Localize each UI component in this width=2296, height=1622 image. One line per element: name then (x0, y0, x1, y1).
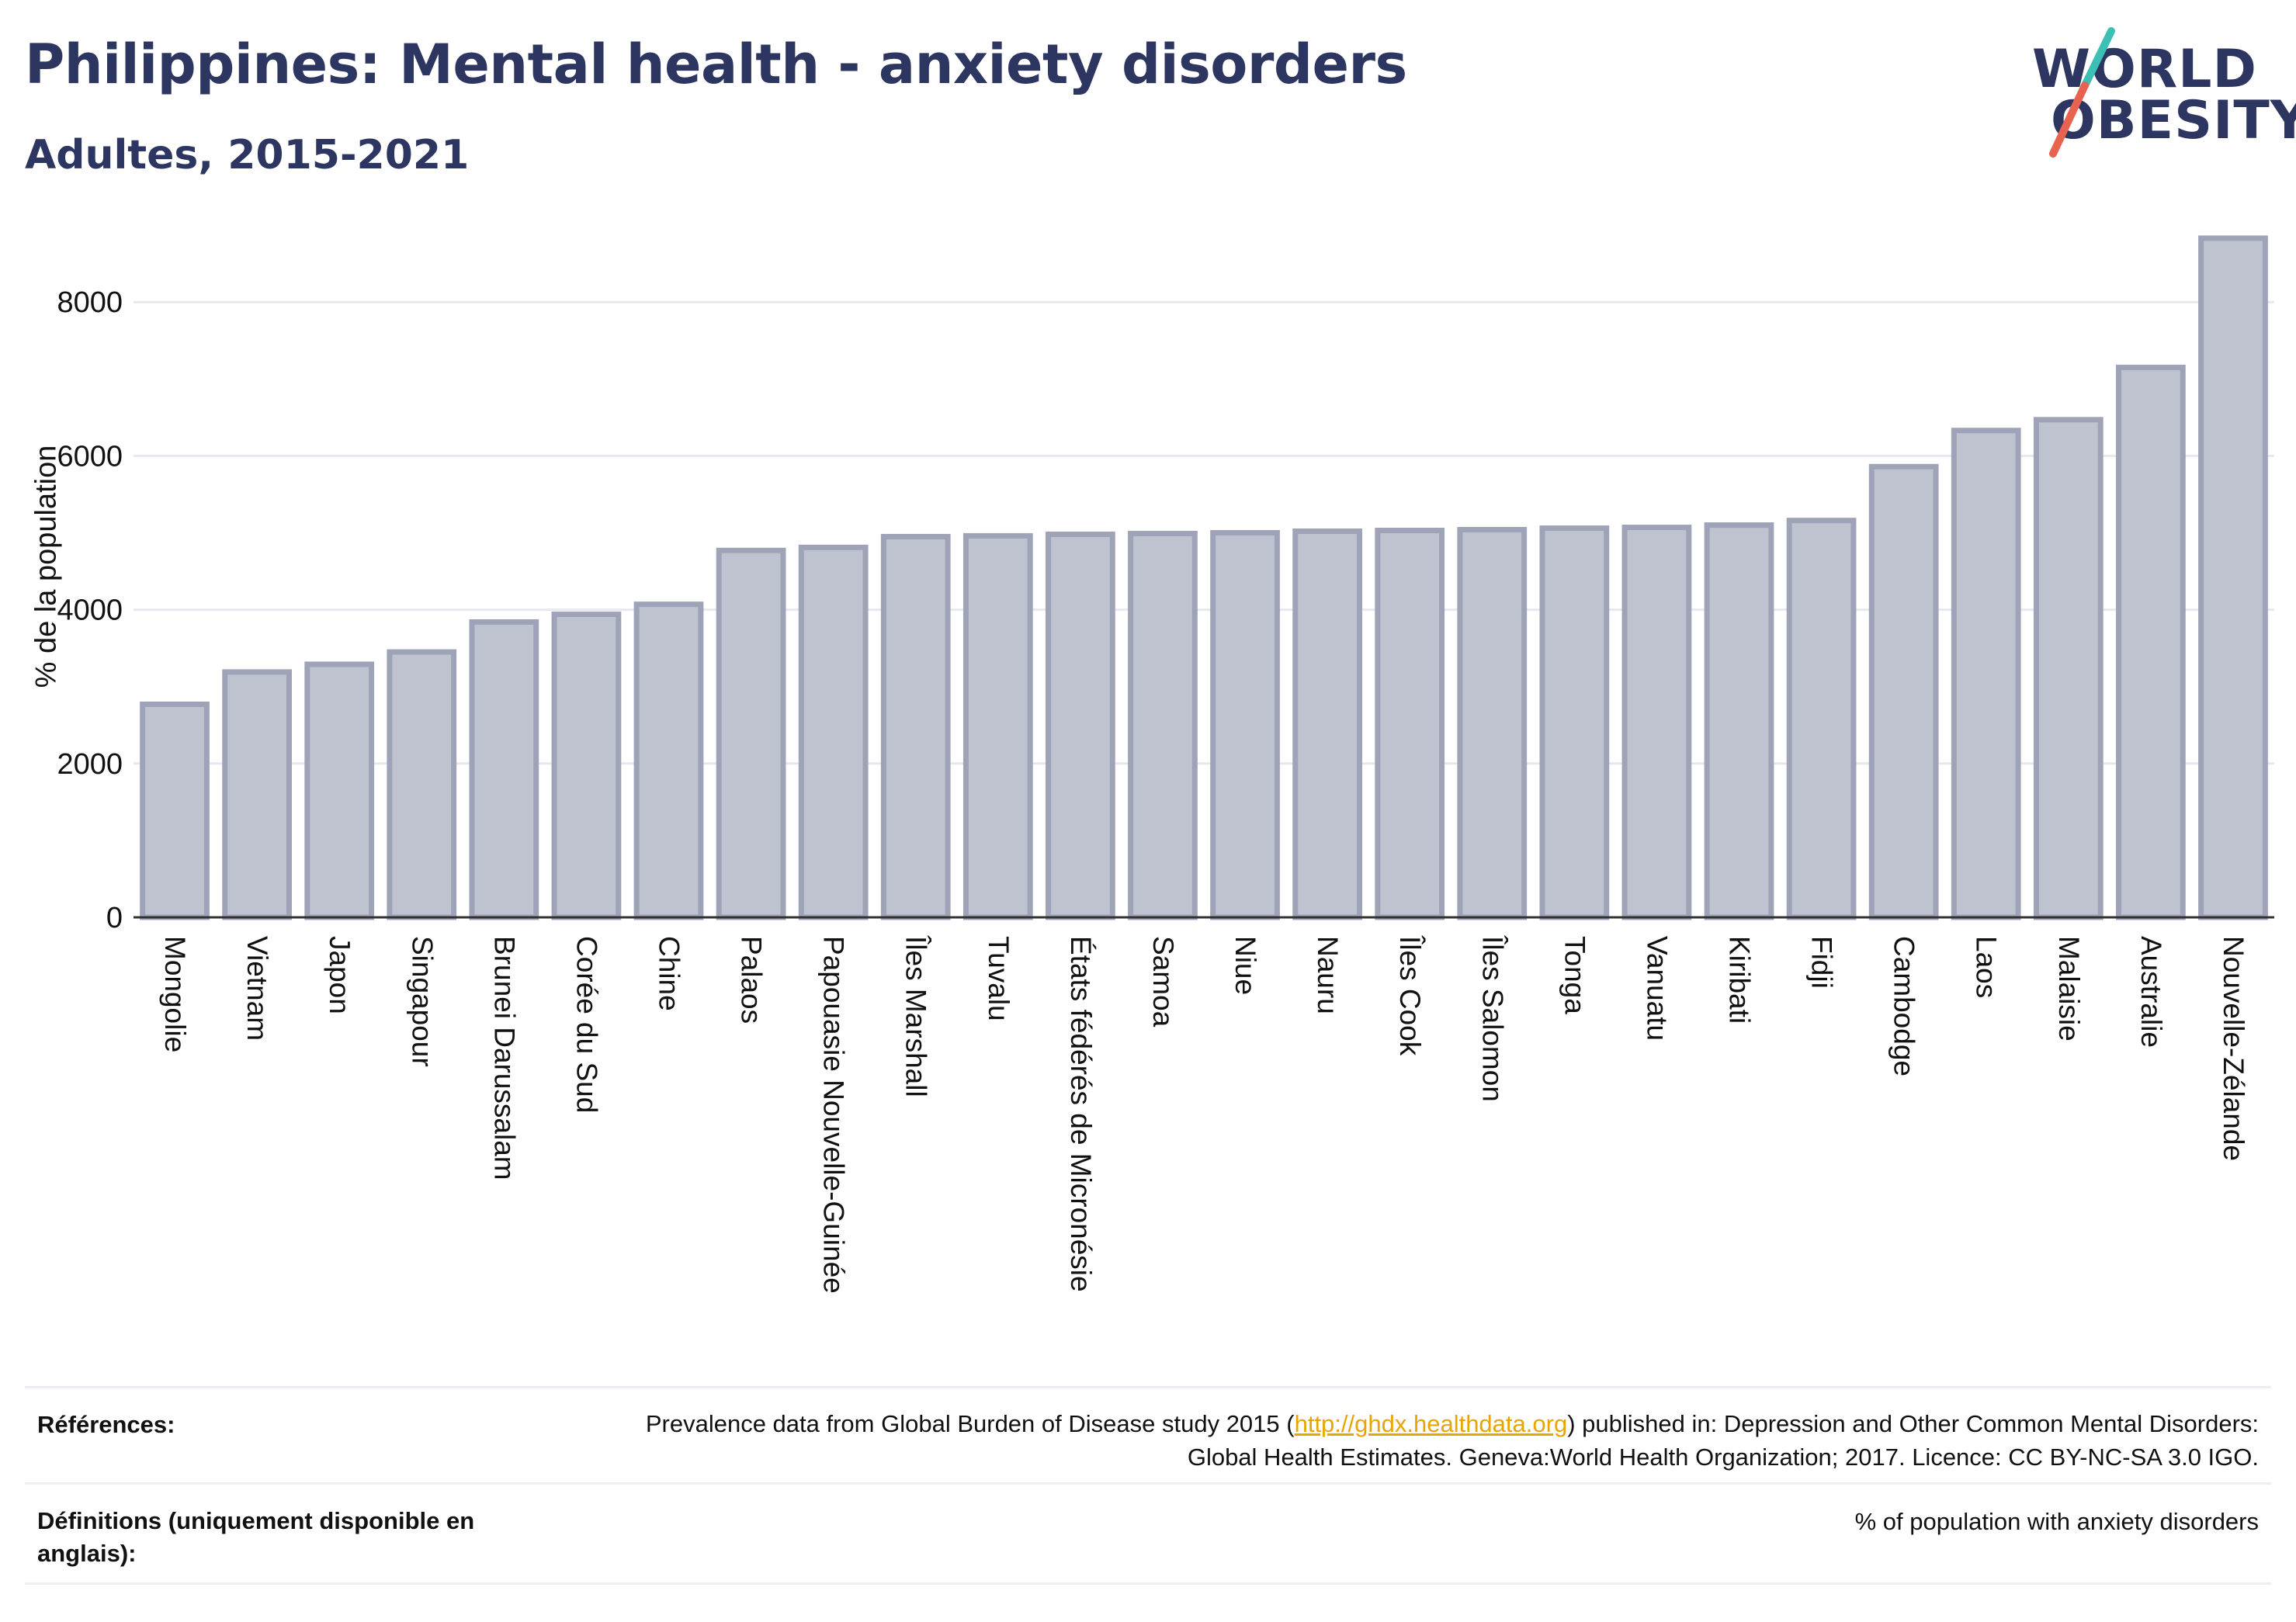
bar[interactable] (1539, 525, 1610, 920)
bar[interactable] (1868, 463, 1939, 920)
bar[interactable] (1704, 522, 1774, 920)
x-tick-label: Singapour (406, 936, 438, 1067)
x-tick-label: Japon (324, 936, 355, 1014)
logo-line-2: OBESITY (2051, 90, 2296, 151)
bar[interactable] (1786, 518, 1857, 920)
x-tick-label: Chine (654, 936, 685, 1011)
bar[interactable] (551, 612, 622, 920)
bars (140, 235, 2268, 920)
bar[interactable] (1621, 525, 1692, 920)
definitions-label: Définitions (uniquement disponible en an… (37, 1507, 475, 1567)
bar[interactable] (1951, 428, 2021, 920)
x-tick-label: Îles Cook (1394, 935, 1426, 1056)
references-text-after: ) published in: Depression and Other Com… (1187, 1410, 2259, 1471)
x-tick-label: Îles Salomon (1476, 935, 1508, 1102)
x-tick-label: Fidji (1806, 936, 1838, 989)
x-tick-label: Samoa (1147, 936, 1179, 1028)
logo-slash-icon (2049, 27, 2115, 158)
bar[interactable] (1128, 530, 1198, 920)
y-tick-label: 8000 (57, 286, 123, 319)
x-tick-label: Australie (2135, 936, 2167, 1048)
y-tick-label: 2000 (57, 748, 123, 781)
bar[interactable] (1457, 527, 1528, 920)
bar[interactable] (1046, 531, 1115, 920)
x-tick-label: Brunei Darussalam (488, 936, 520, 1180)
x-tick-label: Vanuatu (1641, 936, 1673, 1041)
x-tick-label: Corée du Sud (571, 936, 602, 1113)
definitions-row: Définitions (uniquement disponible en an… (25, 1482, 2271, 1585)
bar[interactable] (2198, 235, 2268, 920)
references-text-before: Prevalence data from Global Burden of Di… (645, 1410, 1295, 1437)
bar[interactable] (880, 533, 951, 920)
y-tick-label: 6000 (57, 440, 123, 473)
x-tick-label: Papouasie Nouvelle-Guinée (818, 936, 850, 1294)
bar[interactable] (1210, 529, 1280, 920)
world-obesity-logo: WORLD OBESITY (2018, 23, 2296, 163)
x-tick-label: Tuvalu (983, 936, 1014, 1021)
bar[interactable] (633, 601, 704, 920)
bar[interactable] (962, 532, 1033, 920)
logo-line-1: WORLD (2032, 39, 2257, 100)
bar[interactable] (716, 547, 786, 920)
references-text: Prevalence data from Global Burden of Di… (629, 1407, 2259, 1475)
bar[interactable] (1375, 528, 1445, 920)
y-tick-label: 0 (106, 902, 123, 934)
x-tick-labels: Mongolie Vietnam Japon Singapour Brunei Daru… (159, 935, 2249, 1294)
bar[interactable] (222, 669, 292, 920)
x-tick-label: Kiribati (1724, 936, 1756, 1024)
x-tick-label: Malaisie (2053, 936, 2085, 1041)
bar-chart: 0 2000 4000 6000 8000 Mongolie Vietnam Japon Si… (57, 235, 2274, 1294)
references-label: Références: (37, 1411, 175, 1438)
x-tick-label: Niue (1230, 936, 1261, 995)
y-tick-label: 4000 (57, 594, 123, 627)
x-tick-label: Mongolie (159, 936, 191, 1052)
bar[interactable] (2116, 364, 2186, 920)
bar[interactable] (387, 649, 457, 920)
x-tick-label: Îles Marshall (900, 935, 932, 1097)
definitions-text: % of population with anxiety disorders (1854, 1508, 2259, 1535)
bar[interactable] (469, 619, 539, 920)
bar[interactable] (798, 544, 869, 920)
chart-subtitle: Adultes, 2015-2021 (25, 132, 470, 178)
x-tick-label: États fédérés de Micronésie (1065, 936, 1097, 1292)
references-link[interactable]: http://ghdx.healthdata.org (1294, 1410, 1568, 1437)
x-tick-label: Tonga (1559, 936, 1590, 1014)
x-tick-label: Vietnam (241, 936, 273, 1041)
x-tick-label: Laos (1971, 936, 2003, 998)
chart-title: Philippines: Mental health - anxiety dis… (25, 33, 1407, 96)
bar[interactable] (1292, 529, 1362, 920)
bar[interactable] (304, 661, 375, 920)
x-tick-label: Palaos (736, 936, 768, 1024)
x-tick-label: Cambodge (1888, 936, 1920, 1076)
y-tick-labels: 0 2000 4000 6000 8000 (57, 286, 123, 934)
x-tick-label: Nauru (1312, 936, 1344, 1014)
references-row: Références: Prevalence data from Global … (25, 1386, 2271, 1485)
x-tick-label: Nouvelle-Zélande (2218, 936, 2249, 1161)
bar[interactable] (140, 701, 210, 920)
bar[interactable] (2033, 417, 2104, 920)
